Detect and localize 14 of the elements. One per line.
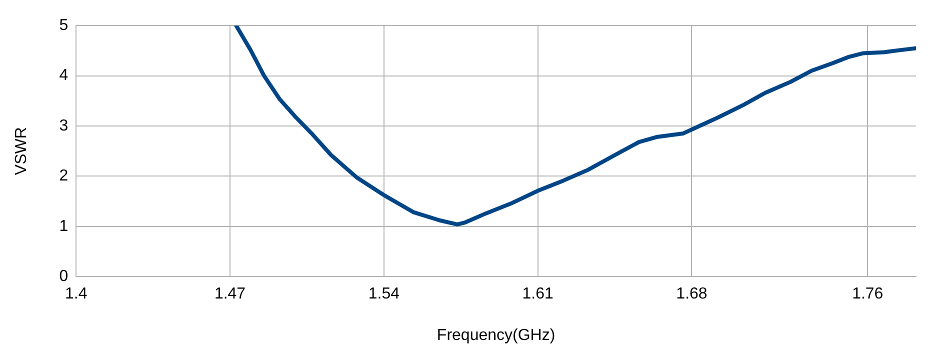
y-tick-label: 5 [59,17,68,34]
y-tick-label: 1 [59,218,68,235]
x-tick-label: 1.54 [368,286,400,303]
x-axis-title: Frequency(GHz) [436,326,556,344]
x-tick-label: 1.47 [214,286,246,303]
x-tick-label: 1.4 [64,286,88,303]
x-tick-label: 1.61 [522,286,554,303]
y-tick-label: 3 [59,117,68,134]
y-axis-title: VSWR [13,127,30,176]
y-tick-label: 0 [59,268,68,286]
x-tick-label: 1.68 [676,286,708,303]
y-tick-label: 4 [59,67,68,84]
x-tick-label: 1.76 [852,286,884,303]
y-tick-label: 2 [59,168,68,185]
